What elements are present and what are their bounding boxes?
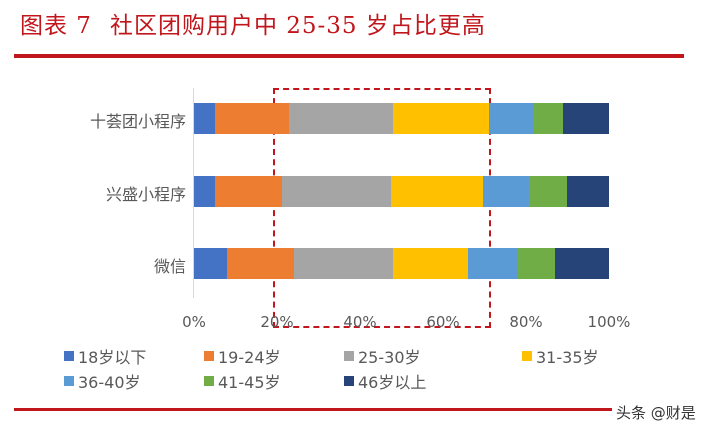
legend-label: 31-35岁 (536, 348, 599, 367)
bar-segment (393, 248, 468, 279)
stacked-bar (194, 176, 609, 207)
legend-swatch-icon (344, 376, 354, 386)
legend-swatch-icon (344, 351, 354, 361)
bar-segment (289, 103, 394, 134)
bar-segment (194, 176, 215, 207)
x-tick-label: 0% (182, 313, 206, 331)
legend-item: 18岁以下 (64, 344, 146, 368)
bar-segment (467, 248, 518, 279)
x-tick-label: 60% (426, 313, 460, 331)
legend-swatch-icon (64, 376, 74, 386)
stacked-bar (194, 248, 609, 279)
category-label: 兴盛小程序 (105, 185, 186, 204)
legend-label: 25-30岁 (358, 348, 421, 367)
figure-title-text: 社区团购用户中 25-35 岁占比更高 (109, 13, 486, 39)
bar-segment (194, 103, 215, 134)
legend-swatch-icon (204, 376, 214, 386)
top-divider (14, 54, 684, 58)
legend-label: 18岁以下 (78, 348, 147, 367)
legend-swatch-icon (64, 351, 74, 361)
legend-item: 46岁以上 (344, 369, 426, 393)
bar-segment (391, 176, 484, 207)
category-label: 微信 (153, 257, 186, 276)
bar-segment (567, 176, 609, 207)
y-axis-line (193, 88, 194, 298)
bar-segment (483, 176, 530, 207)
legend-item: 36-40岁 (64, 369, 141, 393)
bar-segment (214, 176, 283, 207)
legend-swatch-icon (522, 351, 532, 361)
stacked-bar (194, 103, 609, 134)
bar-segment (488, 103, 535, 134)
legend-item: 25-30岁 (344, 344, 421, 368)
x-tick-label: 80% (509, 313, 543, 331)
bar-segment (517, 248, 555, 279)
legend-swatch-icon (204, 351, 214, 361)
legend-label: 41-45岁 (218, 373, 281, 392)
bar-segment (214, 103, 290, 134)
legend-label: 46岁以上 (358, 373, 427, 392)
bar-segment (227, 248, 294, 279)
highlight-box (273, 88, 491, 328)
bar-segment (194, 248, 228, 279)
bar-segment (534, 103, 564, 134)
bar-segment (293, 248, 394, 279)
x-tick-label: 20% (260, 313, 294, 331)
legend-item: 19-24岁 (204, 344, 281, 368)
bottom-divider (14, 408, 614, 411)
bar-segment (529, 176, 568, 207)
bar-segment (393, 103, 489, 134)
x-tick-label: 100% (587, 313, 631, 331)
legend-label: 36-40岁 (78, 373, 141, 392)
legend-item: 41-45岁 (204, 369, 281, 393)
figure-number: 图表 7 (20, 13, 92, 39)
bar-segment (563, 103, 609, 134)
figure-title: 图表 7 社区团购用户中 25-35 岁占比更高 (20, 6, 486, 40)
bar-segment (282, 176, 391, 207)
category-label: 十荟团小程序 (89, 112, 186, 131)
legend-item: 31-35岁 (522, 344, 599, 368)
legend-label: 19-24岁 (218, 348, 281, 367)
bar-segment (555, 248, 609, 279)
watermark: 头条 @财是 (612, 402, 700, 423)
x-tick-label: 40% (343, 313, 377, 331)
